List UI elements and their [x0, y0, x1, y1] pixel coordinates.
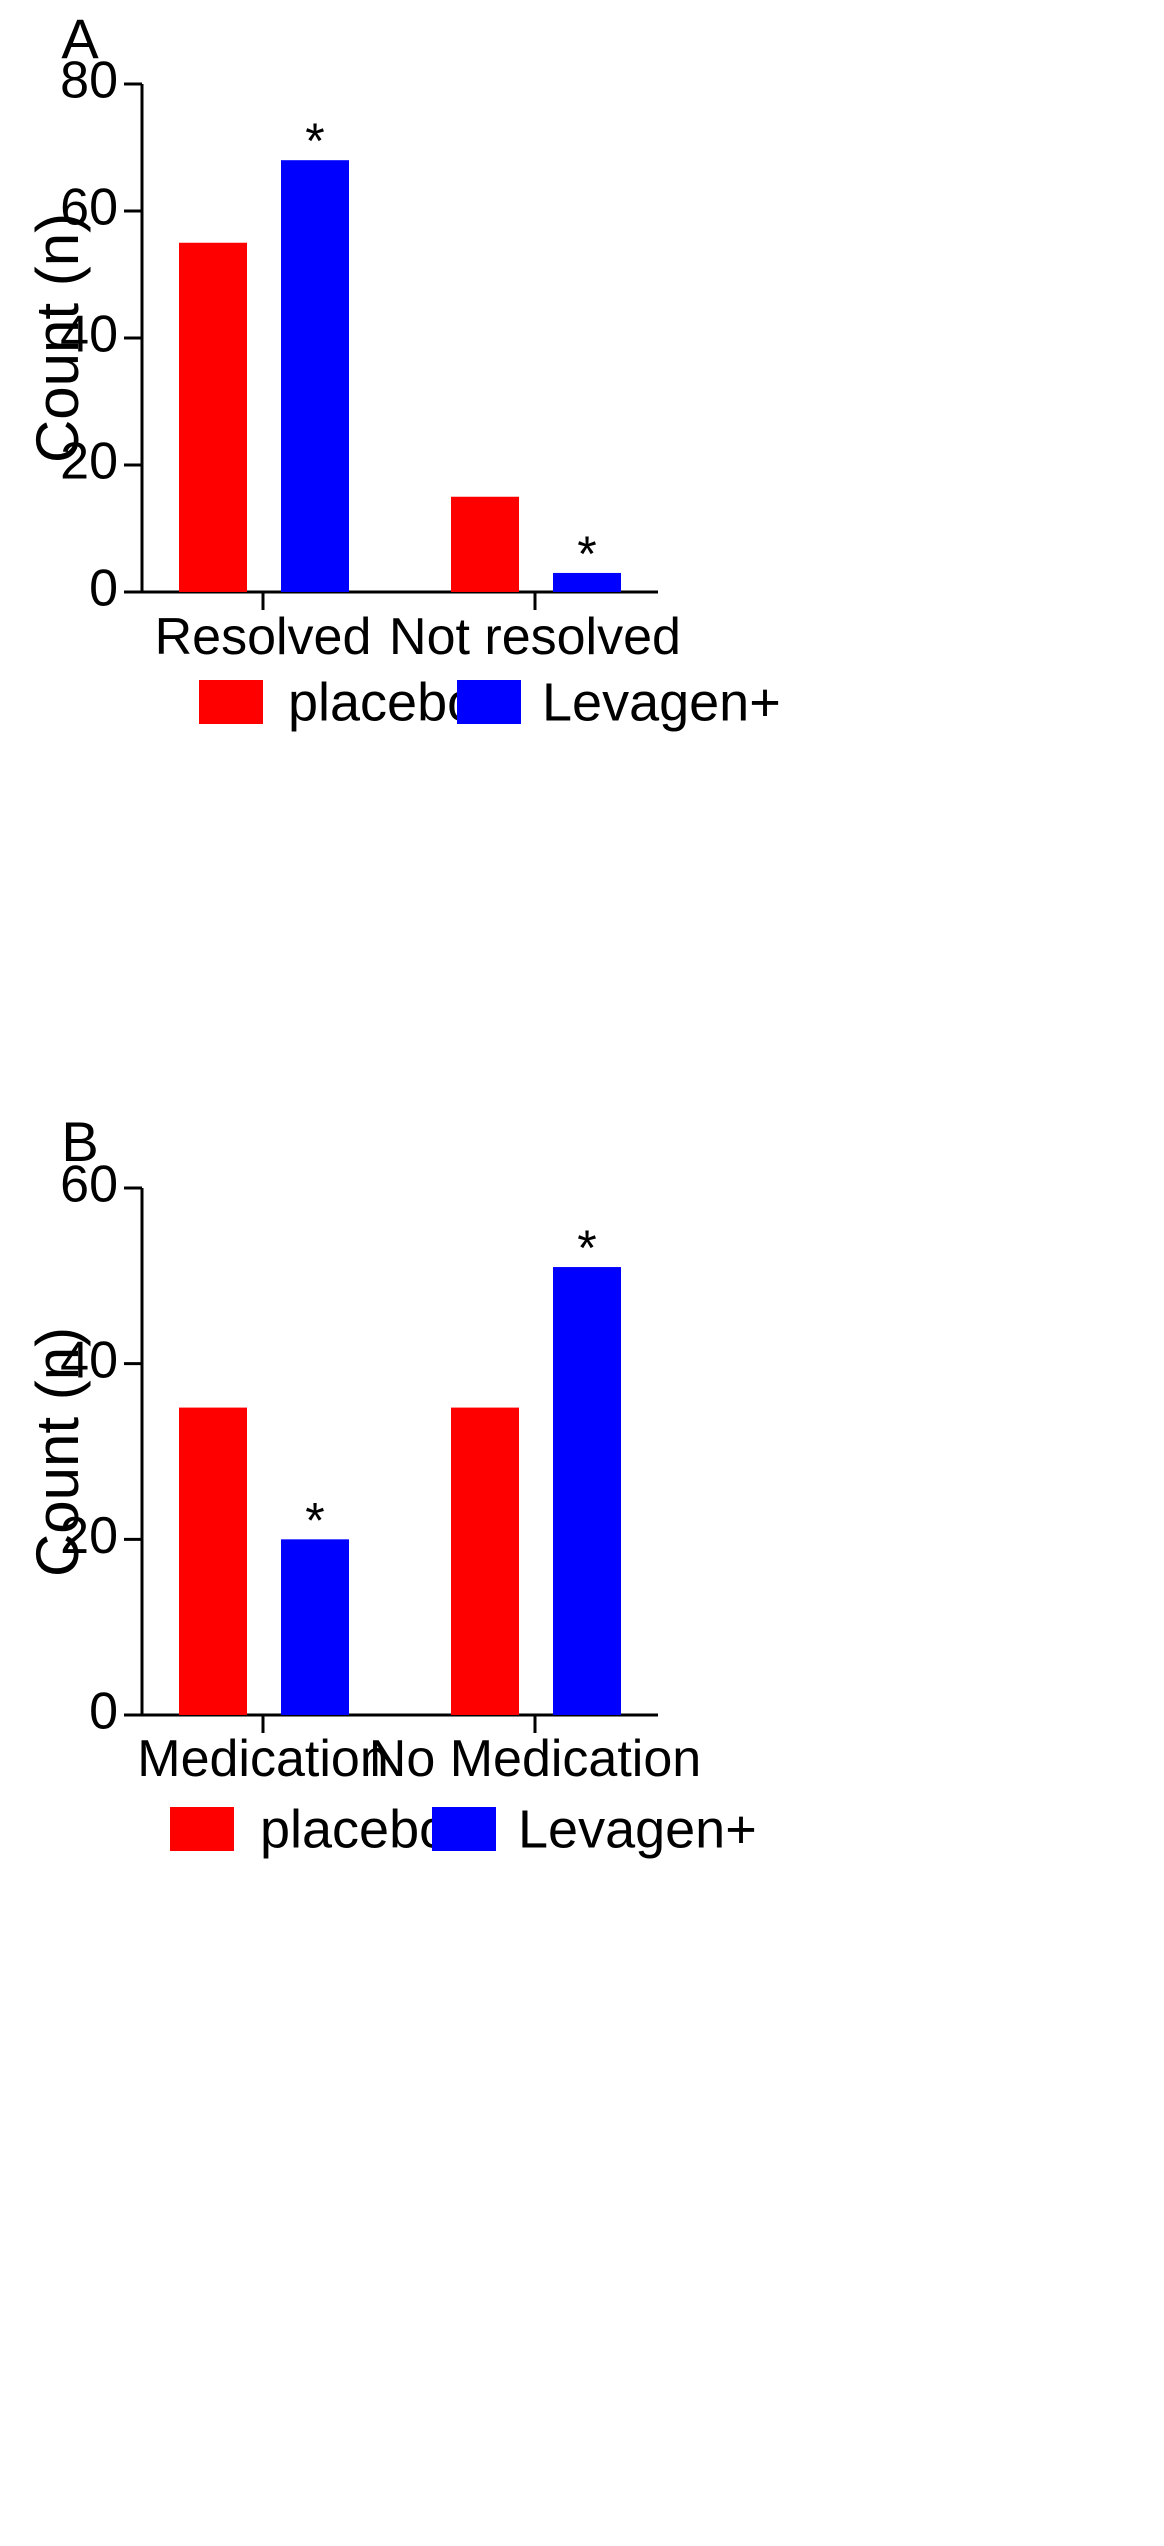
- y-tick-label: 80: [60, 52, 118, 110]
- bar-placebo-not-resolved: [451, 496, 519, 592]
- bar-placebo-no-medication: [451, 1407, 519, 1715]
- legend-swatch: [457, 680, 521, 724]
- significance-marker: *: [577, 1220, 596, 1276]
- bar-levagen-medication: [281, 1539, 349, 1715]
- y-tick-label: 40: [60, 306, 118, 364]
- legend: placebo Levagen+: [199, 672, 781, 732]
- panel-label: A: [61, 7, 99, 70]
- significance-marker: *: [305, 1492, 324, 1548]
- bar-placebo-resolved: [179, 242, 247, 592]
- legend-label: placebo: [288, 672, 477, 732]
- chart-panel-a: A Count (n) 0 20 40 60 80 Resolved Not resolved *…: [24, 7, 781, 732]
- panel-label: B: [61, 1110, 98, 1173]
- significance-marker: *: [577, 526, 596, 582]
- y-axis-label: Count (n): [24, 1327, 91, 1577]
- y-tick-label: 20: [60, 433, 118, 491]
- bar-placebo-medication: [179, 1407, 247, 1715]
- y-tick-label: 60: [60, 1156, 118, 1214]
- legend-swatch: [170, 1807, 234, 1851]
- legend-label: placebo: [260, 1799, 449, 1859]
- legend-swatch: [432, 1807, 496, 1851]
- legend: placebo Levagen+: [170, 1799, 757, 1859]
- significance-marker: *: [305, 113, 324, 169]
- y-axis-label: Count (n): [24, 213, 91, 463]
- bar-levagen-not-resolved: [553, 572, 621, 592]
- y-tick-label: 0: [89, 1683, 118, 1741]
- x-category-label: Medication: [137, 1730, 388, 1788]
- legend-label: Levagen+: [542, 672, 781, 732]
- y-tick-label: 40: [60, 1331, 118, 1389]
- y-tick-label: 20: [60, 1507, 118, 1565]
- bar-levagen-resolved: [281, 160, 349, 592]
- legend-label: Levagen+: [518, 1799, 757, 1859]
- y-tick-label: 0: [89, 560, 118, 618]
- bar-levagen-no-medication: [553, 1267, 621, 1715]
- y-tick-label: 60: [60, 179, 118, 237]
- x-category-label: Not resolved: [389, 608, 681, 666]
- x-category-label: Resolved: [155, 608, 372, 666]
- legend-swatch: [199, 680, 263, 724]
- x-category-label: No Medication: [369, 1730, 701, 1788]
